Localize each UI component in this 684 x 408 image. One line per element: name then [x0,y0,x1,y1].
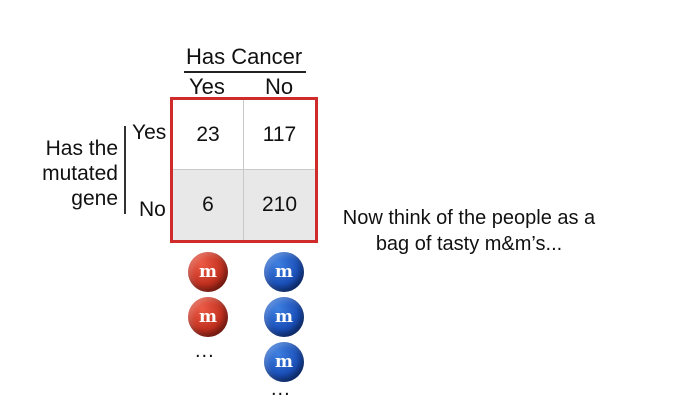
cell-gene-yes-cancer-yes: 23 [173,100,244,170]
candy-letter: m [275,307,293,327]
candy-letter: m [275,262,293,282]
blue-candy-icon: m [264,252,304,292]
column-label-yes: Yes [189,74,225,99]
column-group-underline [184,71,306,73]
row-label-yes: Yes [132,121,167,144]
blue-candy-ellipsis: ... [271,378,291,400]
candy-letter: m [275,352,293,372]
contingency-table: 23 117 6 210 [170,97,318,243]
row-label-no: No [139,198,166,221]
column-group-title: Has Cancer [186,44,303,69]
cell-gene-no-cancer-no: 210 [244,170,315,240]
red-candy-icon: m [188,252,228,292]
row-group-bracket [124,126,126,214]
red-candy-ellipsis: ... [195,340,215,362]
candy-letter: m [199,307,217,327]
blue-candy-icon: m [264,342,304,382]
caption-text: Now think of the people as a bag of tast… [342,207,596,255]
blue-candy-icon: m [264,297,304,337]
column-label-no: No [265,74,294,99]
cell-gene-no-cancer-yes: 6 [173,170,244,240]
red-candy-icon: m [188,297,228,337]
cell-gene-yes-cancer-no: 117 [244,100,315,170]
candy-letter: m [199,262,217,282]
row-group-title: Has the mutated gene [42,137,118,210]
